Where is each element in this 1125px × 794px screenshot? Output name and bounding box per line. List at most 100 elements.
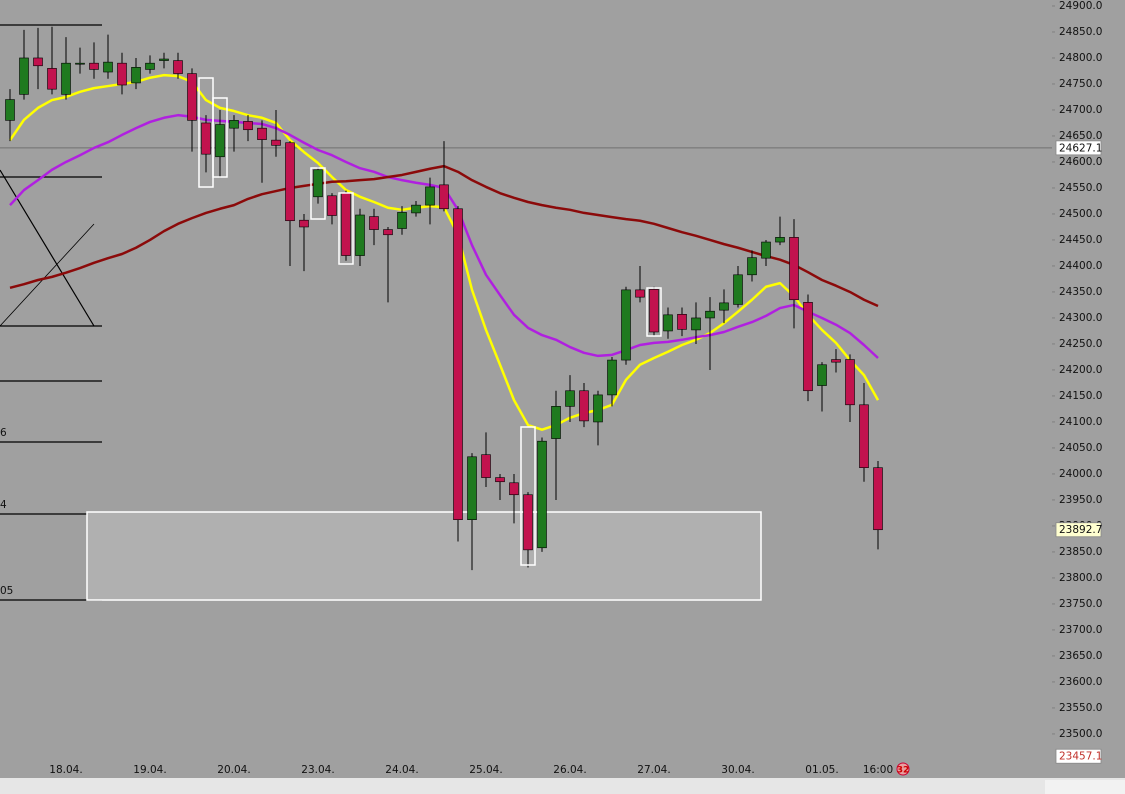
y-tick-label: 23500.0 — [1059, 728, 1102, 740]
candle-body — [467, 456, 477, 520]
y-tick-label: 24050.0 — [1059, 442, 1102, 454]
candle-body — [775, 237, 785, 243]
candle-body — [579, 390, 589, 422]
highlight-boxes — [198, 77, 662, 566]
candle-body — [47, 68, 57, 90]
x-tick-label: 01.05. — [805, 764, 838, 776]
candle-body — [411, 204, 421, 214]
y-tick-label: 23600.0 — [1059, 676, 1102, 688]
candle-body — [341, 192, 351, 256]
y-tick-label: 24000.0 — [1059, 468, 1102, 480]
candle-body — [61, 62, 71, 95]
candle-body — [677, 314, 687, 330]
candle-body — [383, 229, 393, 236]
candle-body — [397, 212, 407, 229]
candle-body — [299, 219, 309, 228]
candle-body — [159, 58, 169, 61]
y-tick-label: 23750.0 — [1059, 598, 1102, 610]
candle-body — [789, 237, 799, 301]
candle-body — [5, 99, 15, 121]
candle-body — [663, 314, 673, 332]
candle-body — [635, 289, 645, 298]
candle-body — [89, 62, 99, 70]
price-label: 23892.7 — [1059, 524, 1102, 536]
candle-body — [271, 139, 281, 146]
candle-body — [733, 274, 743, 305]
candle-body — [243, 121, 253, 131]
y-tick-label: 24700.0 — [1059, 104, 1102, 116]
highlight-box — [338, 192, 354, 265]
x-tick-label: 24.04. — [385, 764, 418, 776]
candle-body — [481, 454, 491, 478]
candle-body — [859, 404, 869, 469]
candle-body — [495, 477, 505, 483]
candles — [5, 26, 883, 571]
trend-line — [0, 169, 95, 327]
candle-body — [719, 302, 729, 311]
trend-line — [0, 223, 95, 327]
x-tick-label: 26.04. — [553, 764, 586, 776]
candle-body — [845, 359, 855, 406]
price-label-box — [1055, 522, 1102, 538]
candle-body — [621, 289, 631, 361]
badge: 32 — [897, 766, 910, 776]
candle-body — [873, 467, 883, 531]
candle-body — [187, 73, 197, 121]
candle-body — [201, 122, 211, 155]
x-tick-label: 19.04. — [133, 764, 166, 776]
candle-body — [327, 195, 337, 216]
price-label-box — [1055, 140, 1102, 156]
y-tick-label: 24250.0 — [1059, 338, 1102, 350]
candle-body — [369, 216, 379, 230]
price-label: 23457.1 — [1059, 751, 1102, 763]
y-tick-label: 24100.0 — [1059, 416, 1102, 428]
x-tick-label: 25.04. — [469, 764, 502, 776]
y-tick-label: 23800.0 — [1059, 572, 1102, 584]
candle-body — [523, 494, 533, 551]
candle-body — [607, 359, 617, 396]
y-tick-label: 24400.0 — [1059, 260, 1102, 272]
drawings — [0, 24, 102, 601]
x-tick-label: 23.04. — [301, 764, 334, 776]
y-tick-label: 24150.0 — [1059, 390, 1102, 402]
highlight-box — [646, 287, 662, 337]
y-tick-label: 24350.0 — [1059, 286, 1102, 298]
background — [0, 0, 1125, 778]
y-tick-label: 24200.0 — [1059, 364, 1102, 376]
candle-body — [831, 359, 841, 363]
fib-label: 05 — [0, 585, 13, 597]
x-tick-label: 30.04. — [721, 764, 754, 776]
y-tick-label: 23550.0 — [1059, 702, 1102, 714]
candle-body — [439, 184, 449, 210]
candle-body — [453, 208, 463, 520]
candle-body — [565, 390, 575, 407]
price-label: 24627.1 — [1059, 142, 1102, 154]
scrollbar — [0, 778, 1125, 794]
y-tick-label: 24600.0 — [1059, 156, 1102, 168]
candle-body — [355, 214, 365, 256]
y-tick-label: 24850.0 — [1059, 26, 1102, 38]
zone-box — [86, 511, 762, 601]
candle-body — [705, 310, 715, 319]
candle-body — [131, 67, 141, 84]
scrollbar-thumb — [1045, 780, 1125, 794]
candle-body — [103, 61, 113, 73]
y-tick-label: 24800.0 — [1059, 52, 1102, 64]
candle-body — [803, 302, 813, 392]
y-tick-label: 24750.0 — [1059, 78, 1102, 90]
y-tick-label: 23950.0 — [1059, 494, 1102, 506]
candle-body — [117, 62, 127, 86]
y-tick-label: 24550.0 — [1059, 182, 1102, 194]
candle-body — [145, 62, 155, 70]
candle-body — [229, 120, 239, 129]
y-tick-label: 24450.0 — [1059, 234, 1102, 246]
x-tick-label: 20.04. — [217, 764, 250, 776]
candle-body — [509, 482, 519, 496]
y-tick-label: 24650.0 — [1059, 130, 1102, 142]
y-tick-label: 23650.0 — [1059, 650, 1102, 662]
y-tick-label: 24900.0 — [1059, 0, 1102, 12]
candle-body — [551, 406, 561, 439]
x-tick-label: 27.04. — [637, 764, 670, 776]
x-tick-label: 18.04. — [49, 764, 82, 776]
